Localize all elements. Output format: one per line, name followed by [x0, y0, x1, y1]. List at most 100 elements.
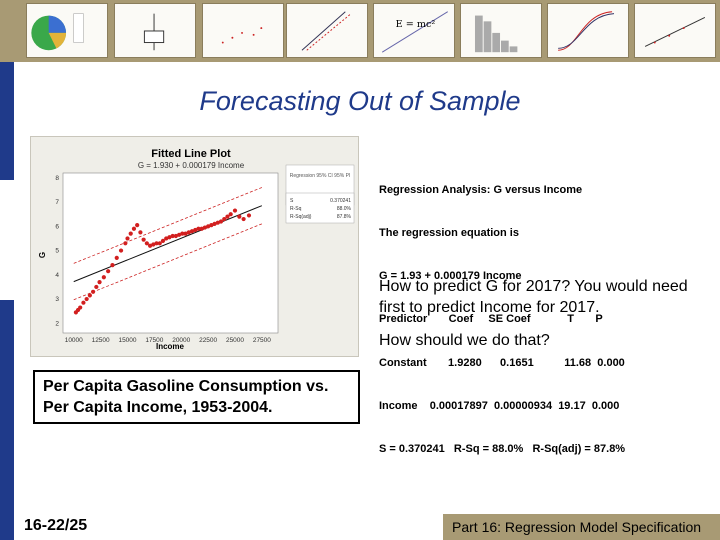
slide-number: 16-22/25 [24, 517, 88, 534]
thumbnail-regression-plot[interactable] [634, 3, 716, 58]
x-axis-label: Income [156, 342, 185, 351]
data-point [87, 293, 92, 298]
stats-value-rsq: 88.0% [337, 206, 352, 212]
thumbnail-equation[interactable]: E = mc² [373, 3, 455, 58]
x-tick-label: 20000 [172, 337, 190, 344]
slide-title: Forecasting Out of Sample [199, 86, 521, 116]
stats-value-rsq-adj: 87.8% [337, 214, 352, 220]
regression-line: Predictor Coef SE Coef T P [379, 313, 603, 326]
y-tick-label: 8 [55, 175, 59, 182]
data-point [160, 238, 166, 243]
data-point [128, 231, 133, 236]
data-point [164, 236, 169, 241]
data-point [173, 233, 178, 239]
data-point [141, 237, 146, 242]
footer-bar: Part 16: Regression Model Specification [443, 514, 720, 540]
stats-label-rsq: R-Sq [290, 206, 302, 212]
thumbnail-boxplot[interactable] [114, 3, 196, 58]
y-tick-label: 2 [55, 320, 59, 327]
x-tick-label: 10000 [65, 337, 83, 344]
left-accent-bar [0, 300, 14, 540]
fitted-line-plot: Fitted Line Plot G = 1.930 + 0.000179 In… [30, 136, 359, 357]
data-point [202, 225, 207, 230]
data-point [94, 284, 99, 290]
data-point [84, 296, 89, 302]
data-point [167, 235, 172, 240]
data-point [215, 220, 220, 225]
data-point [97, 279, 102, 285]
left-accent-bar [0, 62, 14, 180]
data-point [225, 214, 230, 219]
y-tick-label: 4 [55, 272, 59, 279]
thumbnail-banner: E = mc² [0, 0, 720, 62]
data-point [209, 223, 214, 228]
data-point [154, 241, 159, 246]
data-point [125, 236, 130, 241]
forecast-question: How to predict G for 2017? You would nee… [379, 278, 688, 316]
data-point [147, 243, 153, 248]
regression-output: Regression Analysis: G versus Income The… [379, 154, 625, 471]
stats-value-s: 0.370241 [330, 198, 351, 204]
data-point [81, 300, 86, 305]
regression-line: Regression Analysis: G versus Income [379, 183, 583, 196]
data-point [138, 230, 143, 235]
plot-title: Fitted Line Plot [151, 148, 231, 160]
data-point [246, 213, 252, 218]
thumbnail-s-curve[interactable] [547, 3, 629, 58]
thumbnail-histogram[interactable] [460, 3, 542, 58]
data-point [110, 263, 115, 268]
data-point [232, 208, 238, 213]
x-tick-label: 12500 [92, 337, 110, 344]
data-point [222, 216, 227, 222]
data-point [196, 226, 201, 231]
footer-text: Part 16: Regression Model Specification [452, 519, 702, 535]
y-axis-label: G [38, 252, 47, 258]
data-point [237, 214, 242, 219]
y-tick-label: 3 [55, 296, 59, 303]
data-point [135, 223, 140, 228]
x-tick-label: 27500 [253, 337, 271, 344]
prediction-interval-line [73, 223, 263, 301]
data-point [193, 227, 198, 233]
y-tick-label: 6 [55, 223, 59, 230]
x-tick-label: 22500 [199, 337, 217, 344]
legend-header: Regression 95% CI 95% PI [290, 173, 351, 179]
regression-line: Constant 1.9280 0.1651 11.68 0.000 [379, 356, 625, 369]
data-point [183, 231, 188, 236]
data-point [106, 269, 111, 274]
data-point [177, 232, 182, 237]
figure-caption: Per Capita Gasoline Consumption vs. Per … [33, 370, 360, 424]
regression-line: G = 1.93 + 0.000179 Income [379, 270, 522, 283]
data-point [114, 255, 119, 260]
data-point [101, 275, 106, 280]
data-point [180, 231, 185, 236]
thumbnail-scatter[interactable] [202, 3, 284, 58]
y-tick-label: 5 [55, 248, 59, 255]
data-point [131, 226, 137, 231]
regression-line: The regression equation is [379, 227, 519, 240]
prediction-interval-line [73, 187, 263, 264]
x-tick-label: 25000 [226, 337, 244, 344]
data-point [157, 241, 162, 246]
data-point [78, 305, 83, 310]
x-tick-label: 17500 [145, 337, 163, 344]
forecast-followup: How should we do that? [379, 332, 550, 349]
regression-line: S = 0.370241 R-Sq = 88.0% R-Sq(adj) = 87… [379, 443, 626, 456]
stats-label-rsq-adj: R-Sq(adj) [290, 214, 312, 220]
data-point [118, 248, 124, 253]
svg-text:E = mc²: E = mc² [396, 19, 436, 30]
data-point [199, 226, 204, 231]
regression-line: Income 0.00017897 0.00000934 19.17 0.000 [379, 399, 620, 412]
data-point [151, 242, 156, 247]
stats-label-s: S [290, 198, 294, 204]
thumbnail-probability-plot[interactable] [286, 3, 368, 58]
x-tick-label: 15000 [118, 337, 136, 344]
data-point [212, 221, 217, 227]
data-point [241, 216, 246, 222]
data-point [186, 230, 191, 235]
plot-stats-table [285, 192, 355, 224]
thumbnail-pie-chart[interactable] [26, 3, 108, 58]
data-point [144, 241, 149, 246]
fit-line [73, 205, 263, 283]
data-point [123, 241, 128, 246]
